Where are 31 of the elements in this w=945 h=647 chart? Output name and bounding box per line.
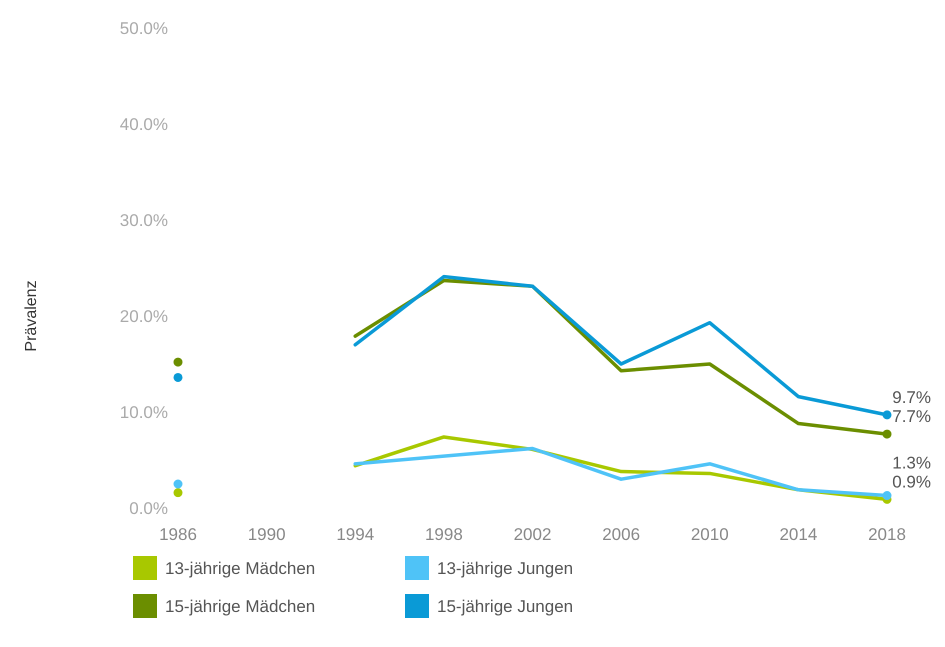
data-label: 0.9% [892, 472, 931, 492]
x-tick-label: 1998 [424, 525, 463, 544]
data-label: 7.7% [892, 407, 931, 426]
y-tick-label: 20.0% [120, 306, 168, 326]
point [882, 410, 892, 420]
y-tick-label: 0.0% [129, 498, 168, 518]
y-tick-label: 40.0% [120, 114, 168, 134]
x-tick-label: 1986 [159, 525, 197, 544]
point [882, 491, 892, 500]
point [174, 358, 182, 367]
y-tick-label: 10.0% [120, 402, 168, 422]
legend-label: 15-jährige Mädchen [165, 596, 316, 616]
x-tick-label: 2006 [602, 525, 640, 544]
x-tick-label: 2002 [514, 525, 552, 544]
point [174, 372, 182, 382]
y-tick-label: 50.0% [120, 18, 168, 38]
legend-label: 13-jährige Jungen [437, 558, 574, 578]
point [882, 430, 892, 439]
x-tick-label: 2010 [690, 525, 729, 544]
y-axis-title: Prävalenz [23, 280, 40, 352]
x-tick-label: 1990 [248, 525, 286, 544]
point [174, 480, 182, 488]
x-tick-label: 1994 [336, 525, 374, 544]
legend-label: 15-jährige Jungen [437, 596, 574, 616]
legend-label: 13-jährige Mädchen [165, 558, 316, 578]
point [174, 488, 182, 498]
data-label: 9.7% [892, 388, 931, 407]
data-label: 1.3% [892, 453, 931, 472]
x-tick-label: 2018 [868, 525, 906, 544]
x-tick-label: 2014 [779, 525, 818, 544]
y-tick-label: 30.0% [120, 210, 168, 230]
